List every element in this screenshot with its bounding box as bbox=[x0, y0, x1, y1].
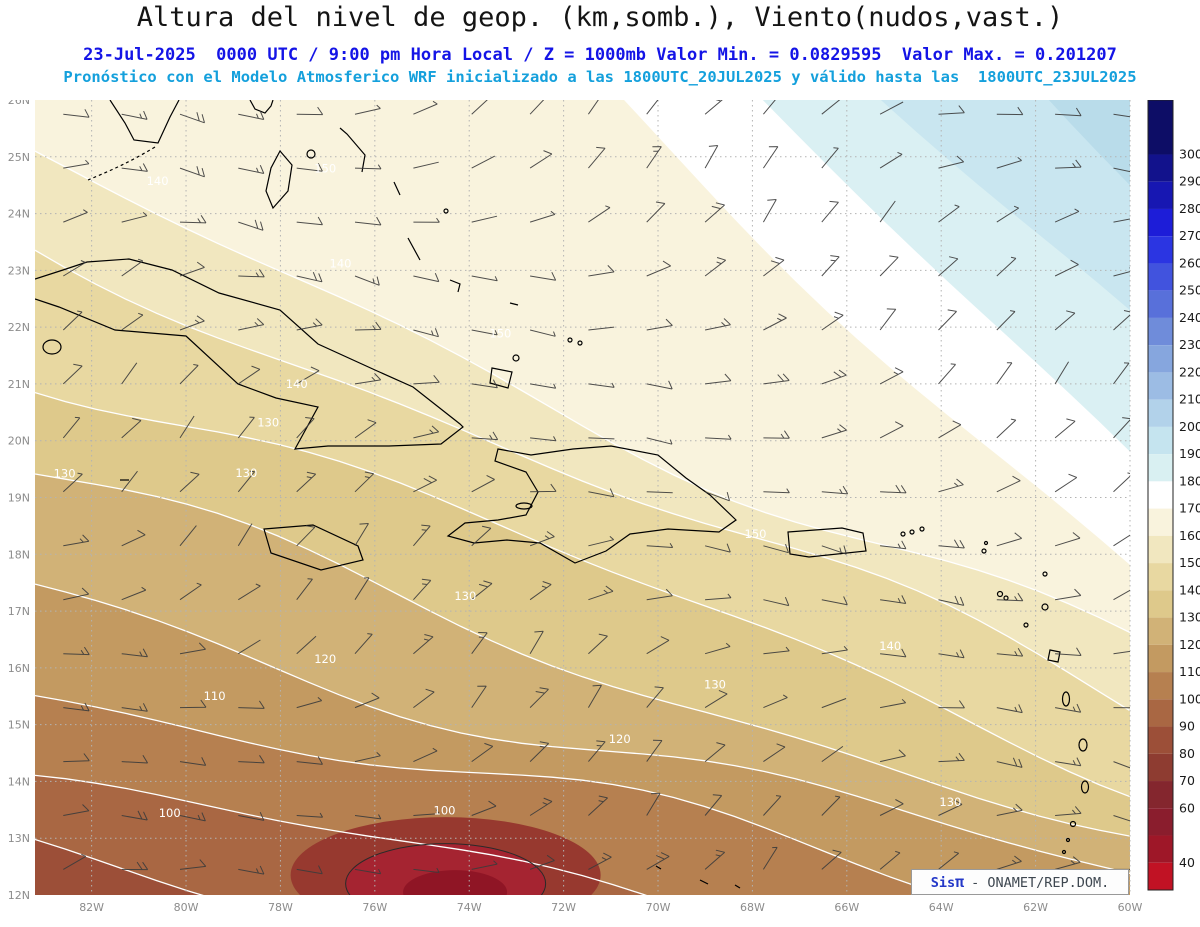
lon-axis-label: 78W bbox=[268, 901, 293, 914]
svg-text:150: 150 bbox=[314, 161, 336, 175]
lat-axis-label: 24N bbox=[8, 208, 30, 221]
contour-label-layer: 140 150 140 150 140 130 130 130 150 130 140 120 130 1… bbox=[54, 161, 962, 820]
svg-text:130: 130 bbox=[257, 416, 279, 430]
svg-text:130: 130 bbox=[454, 589, 476, 603]
lat-axis-label: 22N bbox=[8, 321, 30, 334]
colorbar-tick-label: 130 bbox=[1179, 610, 1200, 625]
colorbar-tick-label: 90 bbox=[1179, 719, 1195, 734]
colorbar-tick-label: 200 bbox=[1179, 419, 1200, 434]
lat-axis-label: 20N bbox=[8, 435, 30, 448]
colorbar-tick-label: 150 bbox=[1179, 555, 1200, 570]
wind-barb-layer bbox=[62, 100, 1130, 875]
lat-axis-label: 19N bbox=[8, 492, 30, 505]
colorbar-tick-label: 230 bbox=[1179, 337, 1200, 352]
lon-axis-label: 74W bbox=[457, 901, 482, 914]
colorbar-tick-label: 140 bbox=[1179, 582, 1200, 597]
colorbar-tick-label: 170 bbox=[1179, 501, 1200, 516]
svg-text:150: 150 bbox=[489, 327, 511, 341]
lat-axis-label: 21N bbox=[8, 378, 30, 391]
chart-title: Altura del nivel de geop. (km,somb.), Vi… bbox=[136, 2, 1064, 33]
axis-label-layer: 26N 25N 24N 23N 22N 21N 20N 19N 18N 17N 16N 15N 14N 1… bbox=[8, 100, 1143, 914]
colorbar-tick-label: 260 bbox=[1179, 255, 1200, 270]
colorbar-tick-label: 40 bbox=[1179, 855, 1195, 870]
lon-axis-label: 76W bbox=[362, 901, 387, 914]
svg-text:140: 140 bbox=[147, 174, 169, 188]
colorbar-tick-label: 280 bbox=[1179, 201, 1200, 216]
pi-symbol: π bbox=[955, 873, 965, 891]
lat-axis-label: 26N bbox=[8, 100, 30, 107]
colorbar-tick-label: 290 bbox=[1179, 174, 1200, 189]
lat-axis-label: 14N bbox=[8, 775, 30, 788]
svg-text:140: 140 bbox=[330, 257, 352, 271]
colorbar-tick-label: 160 bbox=[1179, 528, 1200, 543]
shading-band-layer bbox=[35, 100, 1130, 895]
svg-text:130: 130 bbox=[704, 677, 726, 691]
colorbar-tick-label: 270 bbox=[1179, 228, 1200, 243]
lon-axis-label: 66W bbox=[834, 901, 859, 914]
lon-axis-label: 60W bbox=[1118, 901, 1143, 914]
weather-map-canvas: 140 150 140 150 140 130 130 130 150 130 140 120 130 1… bbox=[8, 100, 1200, 914]
low-center-contour bbox=[345, 843, 547, 895]
lat-axis-label: 16N bbox=[8, 662, 30, 675]
colorbar-tick-label: 180 bbox=[1179, 473, 1200, 488]
colorbar-tick-label: 80 bbox=[1179, 746, 1195, 761]
attribution-text: - ONAMET/REP.DOM. bbox=[971, 875, 1110, 891]
svg-text:130: 130 bbox=[235, 466, 257, 480]
sispi-brand-text: Sis bbox=[930, 875, 956, 891]
colorbar-tick-label: 190 bbox=[1179, 446, 1200, 461]
colorbar-tick-label: 210 bbox=[1179, 392, 1200, 407]
lon-axis-label: 80W bbox=[174, 901, 199, 914]
lon-axis-label: 68W bbox=[740, 901, 765, 914]
svg-text:130: 130 bbox=[939, 795, 961, 809]
svg-text:120: 120 bbox=[609, 732, 631, 746]
lat-axis-label: 25N bbox=[8, 151, 30, 164]
svg-text:110: 110 bbox=[204, 689, 226, 703]
svg-text:120: 120 bbox=[314, 652, 336, 666]
lat-axis-label: 15N bbox=[8, 719, 30, 732]
colorbar-tick-label: 240 bbox=[1179, 310, 1200, 325]
svg-text:140: 140 bbox=[286, 377, 308, 391]
colorbar-tick-label: 100 bbox=[1179, 691, 1200, 706]
lat-axis-label: 18N bbox=[8, 548, 30, 561]
lon-axis-label: 70W bbox=[646, 901, 671, 914]
colorbar-labels: 300 290 280 270 260 250 240 230 220 210 200 190 180 1… bbox=[1179, 147, 1200, 870]
chart-subtitle-model: Pronóstico con el Modelo Atmosferico WRF… bbox=[63, 68, 1137, 86]
chart-subtitle-datetime: 23-Jul-2025 0000 UTC / 9:00 pm Hora Loca… bbox=[83, 45, 1117, 65]
colorbar-tick-label: 250 bbox=[1179, 283, 1200, 298]
lat-axis-label: 12N bbox=[8, 889, 30, 902]
sispi-logo: Sisπ bbox=[930, 873, 965, 891]
svg-text:130: 130 bbox=[54, 467, 76, 481]
colorbar bbox=[1147, 100, 1174, 891]
lat-axis-label: 23N bbox=[8, 264, 30, 277]
colorbar-tick-label: 60 bbox=[1179, 800, 1195, 815]
colorbar-tick-label: 120 bbox=[1179, 637, 1200, 652]
lon-axis-label: 72W bbox=[551, 901, 576, 914]
svg-text:100: 100 bbox=[159, 806, 181, 820]
colorbar-tick-label: 110 bbox=[1179, 664, 1200, 679]
colorbar-tick-label: 300 bbox=[1179, 147, 1200, 162]
lon-axis-label: 82W bbox=[79, 901, 104, 914]
svg-text:140: 140 bbox=[879, 639, 901, 653]
lon-axis-label: 64W bbox=[929, 901, 954, 914]
lat-axis-label: 13N bbox=[8, 832, 30, 845]
attribution-box: Sisπ - ONAMET/REP.DOM. bbox=[911, 869, 1129, 895]
colorbar-tick-label: 220 bbox=[1179, 364, 1200, 379]
lon-axis-label: 62W bbox=[1023, 901, 1048, 914]
svg-text:150: 150 bbox=[745, 527, 767, 541]
colorbar-tick-label: 70 bbox=[1179, 773, 1195, 788]
lat-axis-label: 17N bbox=[8, 605, 30, 618]
svg-text:100: 100 bbox=[434, 804, 456, 818]
